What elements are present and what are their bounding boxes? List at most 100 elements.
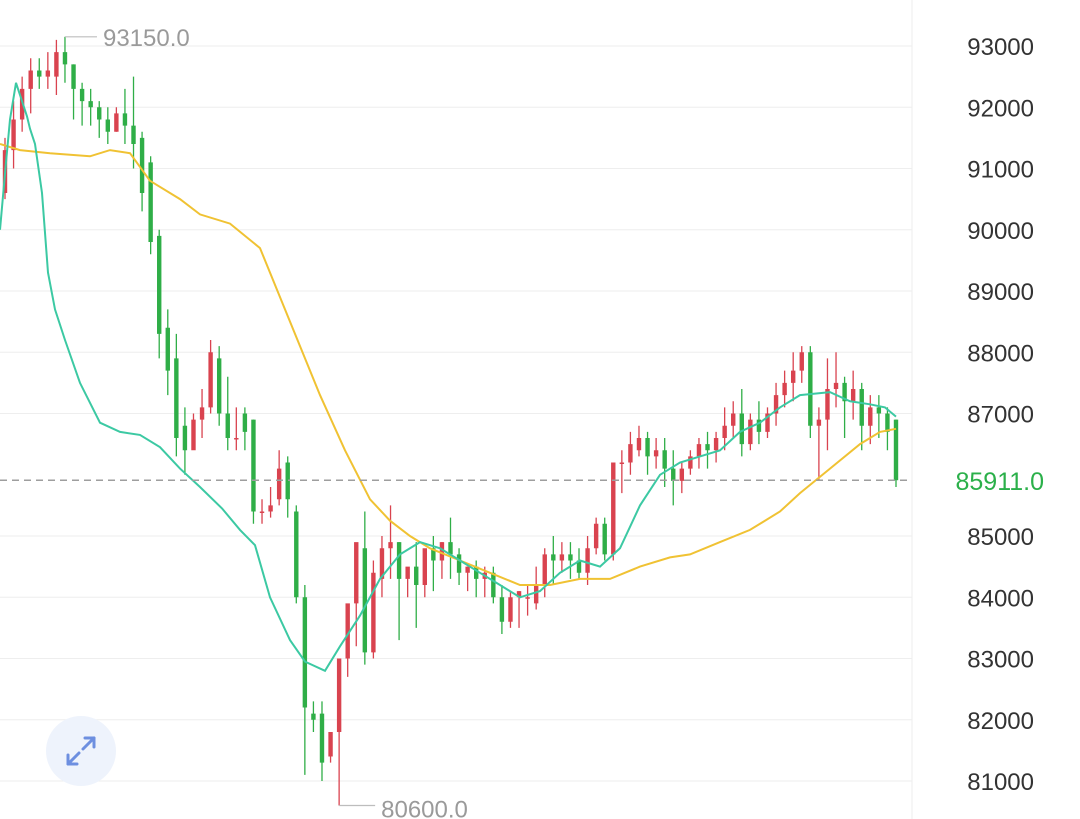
- candle: [431, 536, 436, 592]
- candle-body: [868, 407, 873, 426]
- candle-body: [45, 70, 51, 77]
- high-marker: 93150.0: [64, 25, 190, 52]
- candle: [696, 438, 702, 469]
- candle: [679, 462, 685, 494]
- candle: [319, 701, 325, 781]
- candle: [816, 407, 822, 481]
- candle-body: [585, 548, 590, 573]
- candle-body: [88, 101, 93, 108]
- candle-body: [439, 542, 445, 561]
- candle: [722, 407, 727, 451]
- candle-body: [139, 137, 145, 193]
- candle: [259, 499, 265, 524]
- candle: [645, 431, 650, 475]
- candle: [405, 566, 410, 598]
- y-tick-label: 88000: [967, 340, 1034, 367]
- candle: [790, 352, 796, 402]
- candle-body: [174, 358, 179, 438]
- candle: [885, 407, 890, 451]
- candle-body: [379, 548, 385, 579]
- candle-body: [799, 352, 804, 371]
- candle-body: [285, 462, 290, 500]
- candle: [731, 401, 736, 438]
- candle: [636, 425, 642, 457]
- candle-body: [148, 162, 153, 242]
- y-tick-label: 89000: [967, 279, 1034, 306]
- candle-body: [276, 468, 282, 500]
- candle: [533, 566, 539, 610]
- y-tick-label: 81000: [967, 769, 1034, 796]
- candle: [602, 517, 607, 561]
- candle: [165, 309, 170, 396]
- candle: [62, 36, 68, 83]
- candle: [850, 370, 856, 420]
- candle-body: [422, 548, 427, 585]
- candle: [619, 450, 625, 494]
- candle-body: [405, 566, 410, 579]
- candle-body: [302, 597, 308, 708]
- candle-body: [388, 542, 393, 549]
- candle: [653, 438, 659, 469]
- y-tick-label: 85000: [967, 524, 1034, 551]
- candle-body: [688, 456, 693, 469]
- candle: [739, 389, 744, 457]
- candle: [45, 52, 51, 89]
- candle-body: [79, 88, 85, 102]
- candle: [782, 370, 787, 408]
- candle-body: [28, 70, 33, 89]
- expand-arrows-icon: [66, 736, 96, 766]
- candle-body: [328, 732, 333, 757]
- candle-body: [225, 413, 230, 438]
- y-tick-label: 87000: [967, 402, 1034, 429]
- expand-button[interactable]: [46, 716, 116, 786]
- low-marker: 80600.0: [339, 797, 468, 819]
- candle: [242, 407, 248, 451]
- candle: [465, 566, 470, 592]
- candle-body: [850, 389, 856, 402]
- candle-body: [593, 523, 599, 549]
- candle: [593, 517, 599, 555]
- candle: [422, 548, 427, 598]
- candle-body: [542, 554, 547, 585]
- candle: [893, 419, 899, 487]
- candle-body: [414, 566, 419, 585]
- candle-body: [773, 395, 779, 414]
- candle-body: [448, 542, 453, 555]
- candle: [345, 603, 350, 677]
- candle: [285, 456, 290, 518]
- candle-body: [362, 548, 368, 653]
- candle: [311, 701, 316, 732]
- candle: [225, 376, 230, 451]
- candle: [456, 548, 462, 585]
- candle-body: [345, 603, 350, 659]
- candle: [114, 107, 119, 132]
- candle-body: [37, 70, 42, 77]
- candle: [748, 413, 753, 451]
- candle-body: [131, 125, 136, 144]
- candle-body: [294, 511, 299, 598]
- candle: [199, 389, 205, 438]
- candle: [28, 58, 33, 114]
- candle-body: [71, 64, 76, 89]
- candle-body: [842, 382, 847, 402]
- candle: [88, 88, 93, 126]
- candle-body: [748, 419, 753, 445]
- candle: [765, 407, 770, 438]
- candle-body: [551, 554, 556, 561]
- candle: [773, 382, 779, 426]
- candle-body: [679, 468, 685, 481]
- candle: [208, 340, 213, 414]
- y-tick-label: 90000: [967, 218, 1034, 245]
- candle: [362, 511, 368, 665]
- candle: [833, 352, 839, 408]
- candle-body: [619, 462, 625, 464]
- candle-body: [525, 597, 530, 599]
- candle: [414, 542, 419, 628]
- candle: [439, 542, 445, 579]
- candle: [328, 732, 333, 763]
- candle: [662, 438, 667, 487]
- candle: [105, 107, 111, 144]
- candle: [371, 560, 376, 659]
